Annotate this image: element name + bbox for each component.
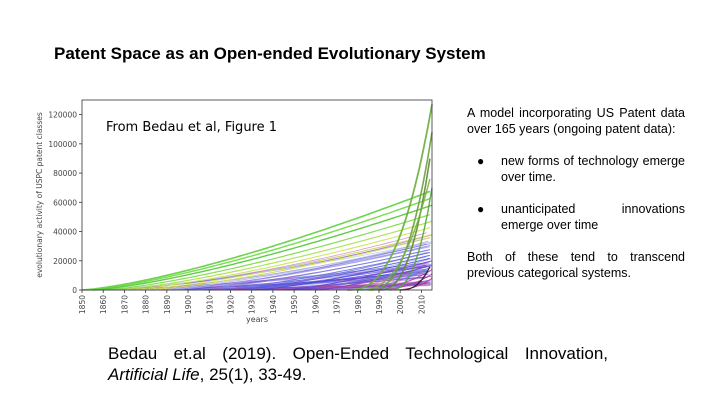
- x-tick-label: 1990: [375, 295, 384, 314]
- bullet-dot-icon: ●: [477, 202, 485, 216]
- bullet-item: ● unanticipated innovations emerge over t…: [477, 202, 685, 232]
- x-tick-label: 1910: [205, 295, 214, 314]
- figure-caption: From Bedau et al, Figure 1: [106, 120, 278, 135]
- series-line: [389, 187, 433, 291]
- evolutionary-activity-chart: 0 20000 40000 60000 80000 100000 120000 1850 186…: [35, 99, 433, 324]
- figure: 0 20000 40000 60000 80000 100000 120000 1850 186…: [34, 97, 436, 327]
- x-tick-label: 1870: [120, 295, 129, 314]
- x-tick-label: 1960: [311, 295, 320, 314]
- y-tick-label: 20000: [53, 257, 77, 266]
- series-line: [134, 234, 433, 291]
- citation: Bedau et.al (2019). Open-Ended Technolog…: [108, 344, 608, 384]
- series-line: [86, 198, 431, 291]
- y-axis-label: evolutionary activity of USPC patent cla…: [35, 112, 44, 278]
- series-line: [347, 104, 433, 291]
- x-tick-label: 1940: [269, 295, 278, 314]
- y-tick-label: 40000: [53, 228, 77, 237]
- series-line: [368, 132, 433, 291]
- series-line: [81, 190, 431, 291]
- plot-frame: [81, 99, 433, 291]
- x-tick-label: 2000: [396, 295, 405, 314]
- y-tick-label: 0: [72, 286, 77, 295]
- y-tick-label: 80000: [53, 169, 77, 178]
- conclusion-text: Both of these tend to transcend previous…: [467, 250, 685, 280]
- y-tick-label: 100000: [48, 140, 77, 149]
- y-tick-label: 120000: [48, 111, 77, 120]
- x-tick-label: 1980: [354, 295, 363, 314]
- series-line: [156, 241, 433, 291]
- x-tick-label: 1920: [226, 295, 235, 314]
- x-tick-label: 1930: [248, 295, 257, 314]
- x-axis-label: years: [246, 315, 268, 324]
- slide-title: Patent Space as an Open-ended Evolutiona…: [54, 44, 486, 63]
- x-tick-label: 1970: [333, 295, 342, 314]
- side-text: A model incorporating US Patent data ove…: [467, 105, 685, 281]
- series-line: [283, 260, 433, 291]
- journal-name: Artificial Life: [108, 365, 200, 384]
- y-tick-label: 60000: [53, 198, 77, 207]
- series-line: [166, 246, 431, 291]
- bullet-list: ● new forms of technology emerge over tim…: [467, 153, 685, 233]
- series-line: [230, 254, 431, 291]
- series-line: [209, 252, 431, 291]
- series-line: [92, 204, 433, 291]
- series-line: [113, 220, 433, 291]
- x-tick-label: 1950: [290, 295, 299, 314]
- bullet-dot-icon: ●: [477, 154, 485, 168]
- series-line: [357, 178, 431, 291]
- series-line: [103, 214, 431, 291]
- x-tick-label: 1900: [184, 295, 193, 314]
- x-tick-label: 1850: [78, 295, 87, 314]
- x-tick-label: 1880: [142, 295, 151, 314]
- description-text: A model incorporating US Patent data ove…: [467, 106, 685, 136]
- x-tick-label: 1860: [99, 295, 108, 314]
- series-line: [124, 227, 431, 291]
- bullet-item: ● new forms of technology emerge over tim…: [477, 154, 685, 184]
- series-line: [315, 265, 431, 291]
- x-tick-label: 1890: [163, 295, 172, 314]
- series-line: [145, 237, 431, 291]
- x-tick-label: 2010: [417, 295, 426, 314]
